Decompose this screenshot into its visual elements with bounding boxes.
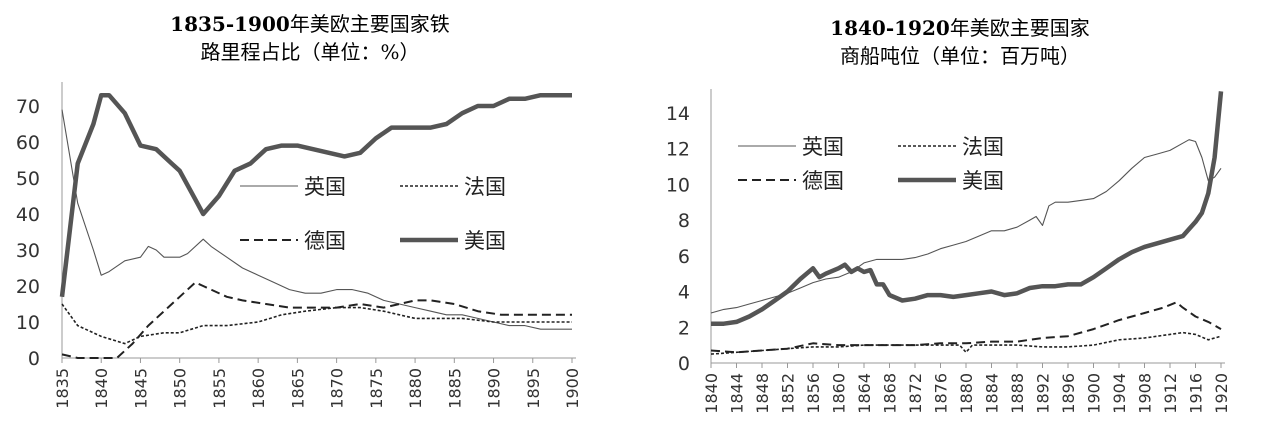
title-years: 1835-1900 <box>170 12 290 36</box>
y-tick-label: 60 <box>16 132 40 154</box>
legend-label-france: 法国 <box>464 175 506 199</box>
y-tick-label: 2 <box>678 317 690 339</box>
y-tick-label: 14 <box>666 103 690 125</box>
x-tick-label: 1835 <box>53 368 72 409</box>
y-tick-label: 6 <box>678 246 690 268</box>
x-tick-label: 1840 <box>702 373 721 414</box>
x-tick-label: 1892 <box>1034 373 1053 414</box>
x-tick-label: 1888 <box>1008 373 1027 414</box>
legend-label-usa: 美国 <box>464 229 506 253</box>
chart-title: 1835-1900年美欧主要国家铁 路里程占比（单位：%） <box>120 10 500 66</box>
series-line-france <box>61 303 572 345</box>
railway-plot: 0 10 20 30 40 50 60 70 1835 1840 1845 1850 1855 1860 1… <box>16 82 582 409</box>
y-tick-label: 10 <box>666 174 690 196</box>
series-line-france <box>710 331 1222 355</box>
x-tick-label: 1900 <box>1085 373 1104 414</box>
x-tick-label: 1880 <box>406 368 425 409</box>
y-tick-label: 30 <box>16 240 40 262</box>
x-tick-label: 1850 <box>171 368 190 409</box>
x-tick-label: 1845 <box>131 368 150 409</box>
x-tick-label: 1896 <box>1059 373 1078 414</box>
x-tick-label: 1884 <box>983 373 1002 414</box>
y-tick-label: 20 <box>16 276 40 298</box>
y-tick-label: 10 <box>16 312 40 334</box>
y-tick-label: 0 <box>678 353 690 375</box>
legend-label-germany: 德国 <box>304 229 346 253</box>
series-line-germany <box>710 301 1222 354</box>
x-tick-label: 1916 <box>1187 373 1206 414</box>
title-line1: 年美欧主要国家 <box>949 16 1090 40</box>
y-tick-label: 70 <box>16 96 40 118</box>
x-tick-label: 1848 <box>753 373 772 414</box>
legend-label-france: 法国 <box>962 135 1004 159</box>
x-tick-label: 1880 <box>957 373 976 414</box>
y-tick-label: 0 <box>28 348 40 370</box>
x-tick-label: 1856 <box>804 373 823 414</box>
x-tick-label: 1860 <box>830 373 849 414</box>
x-tick-label: 1890 <box>485 368 504 409</box>
x-tick-label: 1844 <box>728 373 747 414</box>
x-tick-label: 1855 <box>210 368 229 409</box>
x-tick-label: 1912 <box>1161 373 1180 414</box>
series-line-uk <box>710 139 1222 314</box>
x-tick-label: 1908 <box>1136 373 1155 414</box>
title-line2: 路里程占比（单位：%） <box>200 40 420 64</box>
x-tick-label: 1872 <box>906 373 925 414</box>
x-tick-label: 1875 <box>367 368 386 409</box>
x-tick-label: 1885 <box>445 368 464 409</box>
title-line1: 年美欧主要国家铁 <box>289 12 450 36</box>
railway-chart: 1835-1900年美欧主要国家铁 路里程占比（单位：%） 0 10 20 30 40 5… <box>0 0 610 435</box>
x-tick-label: 1895 <box>524 368 543 409</box>
tonnage-plot: 0 2 4 6 8 10 12 14 1840 1844 1848 1852 1856 1860 1864 1… <box>666 89 1231 414</box>
y-tick-label: 4 <box>678 282 690 304</box>
series-line-usa <box>711 91 1224 326</box>
x-tick-label: 1904 <box>1110 373 1129 414</box>
x-tick-label: 1840 <box>92 368 111 409</box>
legend-label-germany: 德国 <box>802 169 844 193</box>
legend-label-usa: 美国 <box>962 169 1004 193</box>
y-tick-label: 50 <box>16 168 40 190</box>
tonnage-chart: 1840-1920年美欧主要国家 商船吨位（单位：百万吨） 0 2 4 6 8 10 12 1… <box>640 0 1269 435</box>
title-line2: 商船吨位（单位：百万吨） <box>840 44 1080 68</box>
y-tick-label: 12 <box>666 139 690 161</box>
y-tick-label: 40 <box>16 204 40 226</box>
series-line-uk <box>61 109 572 330</box>
legend-label-uk: 英国 <box>802 135 844 159</box>
x-tick-label: 1852 <box>779 373 798 414</box>
x-tick-label: 1900 <box>563 368 582 409</box>
x-tick-label: 1860 <box>249 368 268 409</box>
title-years: 1840-1920 <box>830 16 950 40</box>
x-tick-label: 1876 <box>932 373 951 414</box>
y-tick-label: 8 <box>678 210 690 232</box>
x-tick-label: 1870 <box>328 368 347 409</box>
series-line-germany <box>61 281 572 359</box>
legend-label-uk: 英国 <box>304 175 346 199</box>
series-line-usa <box>59 92 572 298</box>
x-tick-label: 1868 <box>881 373 900 414</box>
x-tick-label: 1920 <box>1212 373 1231 414</box>
x-tick-label: 1864 <box>855 373 874 414</box>
x-tick-label: 1865 <box>288 368 307 409</box>
chart-title: 1840-1920年美欧主要国家 商船吨位（单位：百万吨） <box>770 14 1150 70</box>
